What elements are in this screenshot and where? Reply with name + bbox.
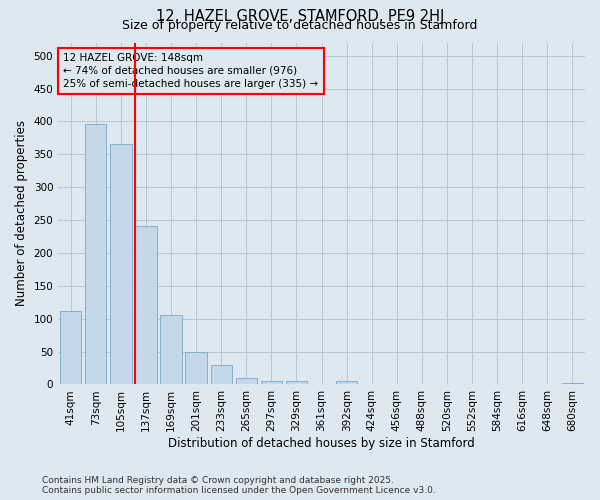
Y-axis label: Number of detached properties: Number of detached properties — [15, 120, 28, 306]
Text: Contains HM Land Registry data © Crown copyright and database right 2025.
Contai: Contains HM Land Registry data © Crown c… — [42, 476, 436, 495]
Text: 12, HAZEL GROVE, STAMFORD, PE9 2HJ: 12, HAZEL GROVE, STAMFORD, PE9 2HJ — [156, 9, 444, 24]
Bar — [136, 226, 157, 384]
Bar — [211, 364, 232, 384]
Text: Size of property relative to detached houses in Stamford: Size of property relative to detached ho… — [122, 19, 478, 32]
Bar — [60, 311, 82, 384]
Bar — [185, 352, 207, 384]
Bar — [562, 383, 583, 384]
X-axis label: Distribution of detached houses by size in Stamford: Distribution of detached houses by size … — [168, 437, 475, 450]
Bar — [110, 144, 131, 384]
Bar — [336, 381, 358, 384]
Bar — [85, 124, 106, 384]
Bar — [236, 378, 257, 384]
Bar — [261, 381, 282, 384]
Text: 12 HAZEL GROVE: 148sqm
← 74% of detached houses are smaller (976)
25% of semi-de: 12 HAZEL GROVE: 148sqm ← 74% of detached… — [64, 53, 319, 89]
Bar — [160, 315, 182, 384]
Bar — [286, 381, 307, 384]
